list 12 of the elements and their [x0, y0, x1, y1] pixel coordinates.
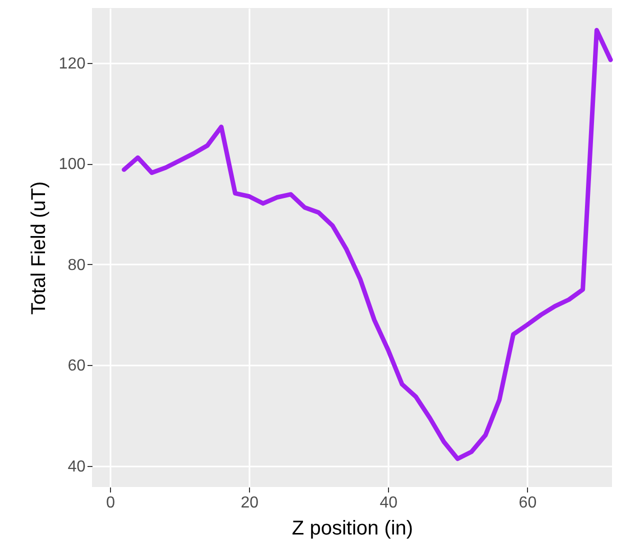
x-axis-title: Z position (in) [292, 518, 414, 540]
x-tick-label: 40 [380, 494, 398, 512]
x-tick-label: 20 [240, 494, 259, 512]
y-tick-label: 120 [58, 55, 86, 72]
y-tick-label: 100 [58, 156, 86, 174]
y-tick-label: 40 [68, 458, 86, 476]
y-axis-title: Total Field (uT) [28, 181, 50, 315]
x-tick-label: 0 [106, 494, 116, 512]
line-series [122, 28, 613, 462]
x-tick-label: 60 [518, 494, 537, 512]
y-tick-label: 60 [68, 358, 86, 375]
y-tick-label: 80 [68, 256, 86, 274]
